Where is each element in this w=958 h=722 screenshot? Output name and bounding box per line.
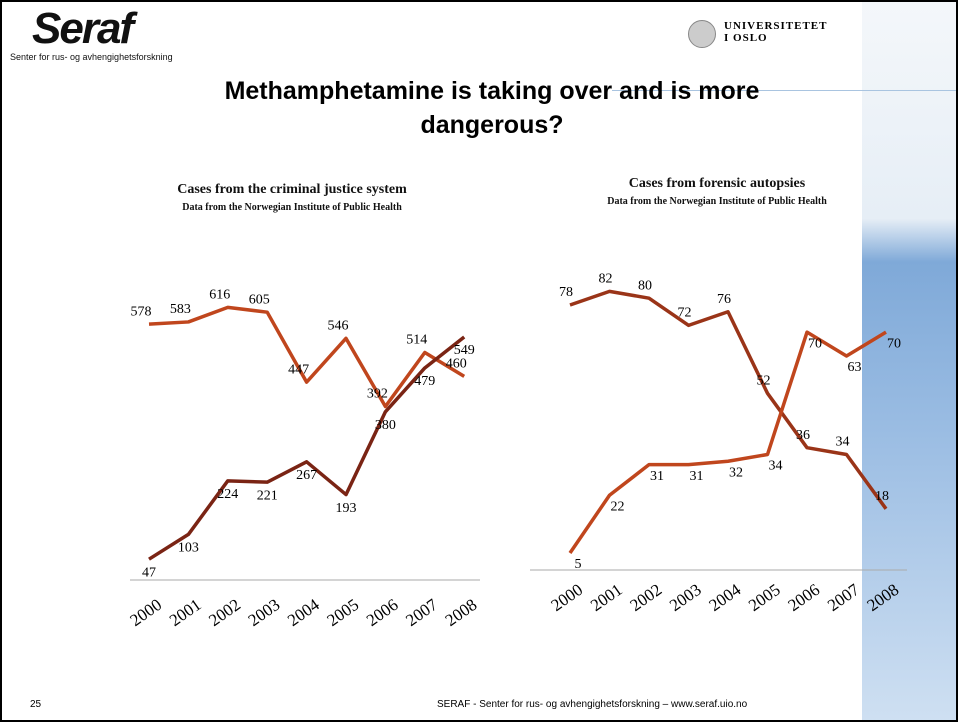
x-tick-label: 2002 [205,595,244,630]
x-tick-label: 2000 [126,595,165,630]
x-tick-label: 2003 [666,580,705,615]
data-label: 31 [690,469,704,484]
data-label: 47 [142,565,156,580]
footer: SERAF - Senter for rus- og avhengighetsf… [437,699,748,710]
chart-title: Cases from forensic autopsies [628,176,806,191]
x-tick-label: 2002 [626,580,665,615]
data-label: 72 [678,306,692,321]
data-label: 70 [887,336,901,351]
data-label: 52 [757,374,771,389]
x-tick-label: 2007 [402,595,441,630]
data-label: 78 [559,285,573,300]
decor-line [612,90,956,91]
x-tick-label: 2004 [705,580,744,615]
x-tick-label: 2007 [824,580,863,615]
x-tick-label: 2003 [245,595,284,630]
decorative-panel [862,2,956,720]
data-label: 267 [296,468,317,483]
data-label: 392 [367,387,388,402]
x-tick-label: 2008 [863,580,902,615]
data-label: 549 [454,343,475,358]
slide-title: Methamphetamine is taking over and is mo… [224,77,760,139]
logo: Seraf [32,4,134,53]
data-label: 18 [875,489,889,504]
data-label: 80 [638,278,652,293]
data-label: 63 [848,360,862,375]
data-label: 224 [217,487,238,502]
university-name: UNIVERSITETET I OSLO [724,20,828,44]
x-tick-label: 2001 [166,595,205,630]
line [568,330,887,554]
page-number: 25 [30,699,42,710]
x-tick-label: 2000 [547,580,586,615]
data-label: 31 [650,469,664,484]
data-label: 447 [288,362,309,377]
chart-title: Cases from the criminal justice system [177,182,407,197]
data-label: 460 [446,357,467,372]
data-label: 5 [575,557,582,572]
data-label: 193 [336,501,357,516]
data-label: 380 [375,418,396,433]
data-label: 32 [729,465,743,480]
data-label: 103 [178,541,199,556]
data-label: 76 [717,292,731,307]
x-tick-label: 2008 [442,595,481,630]
x-tick-label: 2001 [587,580,626,615]
x-tick-label: 2005 [745,580,784,615]
chart-subtitle: Data from the Norwegian Institute of Pub… [607,196,827,207]
x-tick-label: 2006 [363,595,402,630]
data-label: 34 [769,459,783,474]
data-label: 605 [249,292,270,307]
data-label: 82 [599,272,613,287]
x-tick-label: 2005 [323,595,362,630]
data-label: 546 [328,319,349,334]
x-tick-label: 2006 [784,580,823,615]
data-label: 479 [414,374,435,389]
university-seal [688,20,716,48]
data-label: 514 [406,333,427,348]
line [569,289,888,510]
chart-subtitle: Data from the Norwegian Institute of Pub… [182,202,402,213]
data-label: 70 [808,336,822,351]
line [148,335,466,561]
data-label: 34 [836,435,850,450]
logo-subtitle: Senter for rus- og avhengighetsforskning [10,52,173,62]
line [148,305,466,409]
data-label: 22 [611,499,625,514]
data-label: 36 [796,428,810,443]
data-label: 578 [131,304,152,319]
x-tick-label: 2004 [284,595,323,630]
data-label: 616 [209,288,230,303]
data-label: 583 [170,302,191,317]
data-label: 221 [257,488,278,503]
